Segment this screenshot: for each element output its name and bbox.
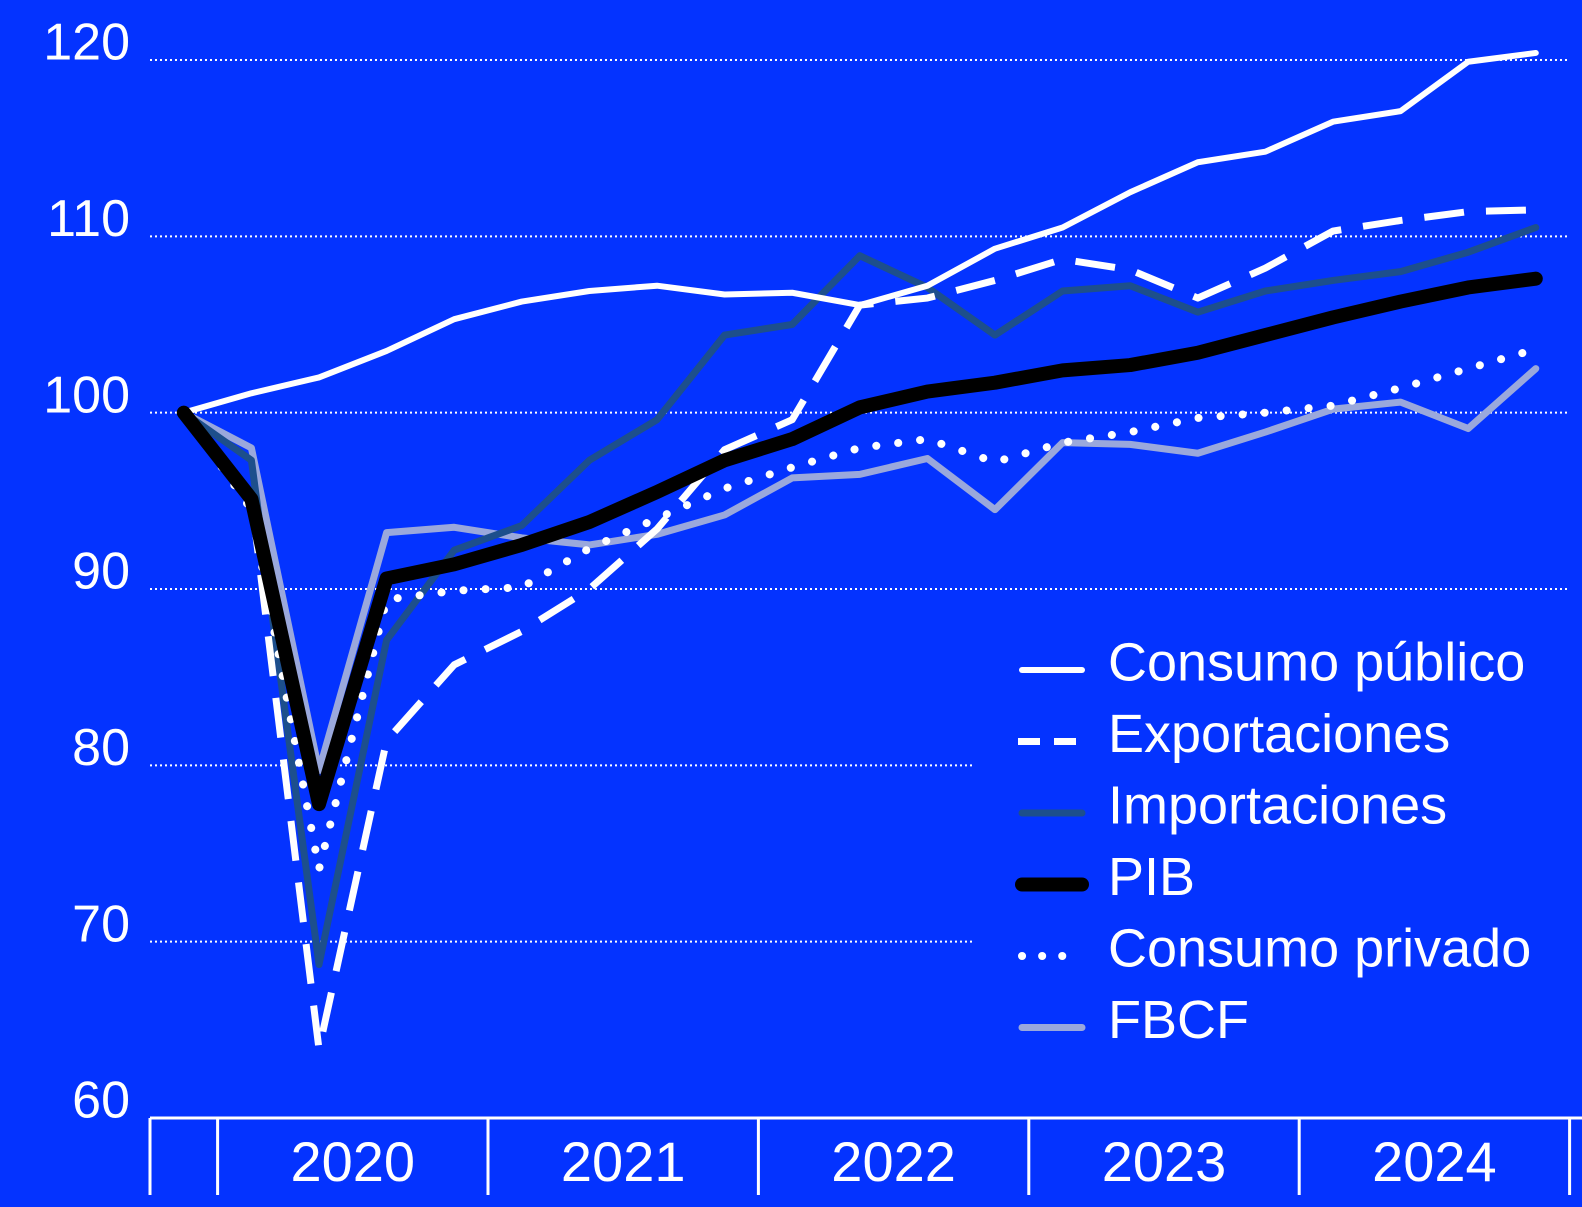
legend-label: Consumo público — [1108, 632, 1525, 692]
y-tick-label: 60 — [72, 1072, 130, 1130]
legend-label: Consumo privado — [1108, 918, 1531, 978]
y-tick-label: 120 — [43, 14, 130, 72]
x-tick-label: 2020 — [291, 1130, 416, 1193]
series-line — [180, 49, 1539, 416]
legend-label: Exportaciones — [1108, 704, 1450, 764]
x-tick-label: 2024 — [1372, 1130, 1497, 1193]
y-tick-label: 110 — [47, 190, 130, 248]
legend-label: FBCF — [1108, 990, 1249, 1050]
y-tick-label: 90 — [72, 543, 130, 601]
y-tick-label: 70 — [72, 895, 130, 953]
x-tick-label: 2022 — [831, 1130, 956, 1193]
legend-label: PIB — [1108, 847, 1195, 907]
legend-label: Importaciones — [1108, 775, 1447, 835]
series-line — [180, 365, 1540, 775]
series-line — [179, 345, 1540, 874]
x-tick-label: 2021 — [561, 1130, 686, 1193]
y-tick-label: 80 — [72, 719, 130, 777]
series-line — [176, 271, 1543, 812]
x-tick-label: 2023 — [1102, 1130, 1227, 1193]
y-tick-label: 100 — [43, 366, 130, 424]
series-line — [180, 224, 1540, 969]
